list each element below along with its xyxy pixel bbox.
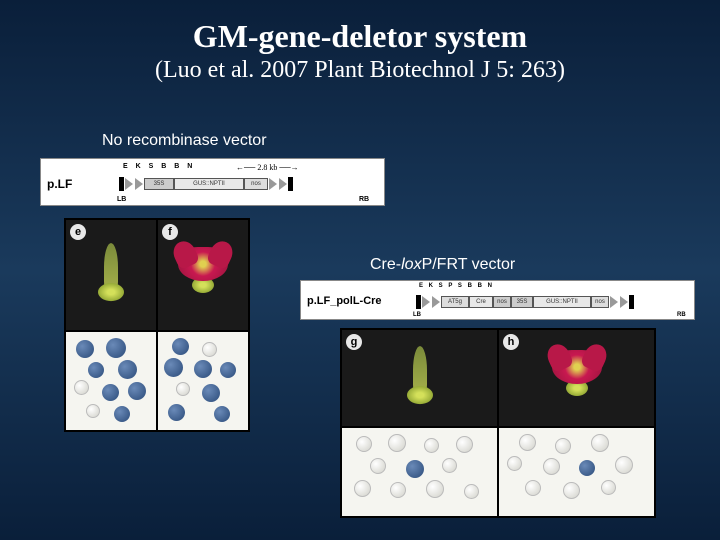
pollen-grain-icon xyxy=(102,384,119,401)
label-no-recombinase: No recombinase vector xyxy=(102,132,267,150)
pollen-grain-icon xyxy=(591,434,609,452)
pollen-grain-icon xyxy=(543,458,560,475)
photo-panel-right: g h xyxy=(340,328,656,518)
pollen-grain-icon xyxy=(194,360,212,378)
pollen-grain-icon xyxy=(88,362,104,378)
seg-gus: GUS::NPTII xyxy=(533,296,591,308)
pollen-grain-icon xyxy=(356,436,372,452)
photo-h-flower: h xyxy=(499,330,654,426)
seg-nos: nos xyxy=(244,178,268,190)
right-border-icon xyxy=(629,295,634,309)
pollen-grain-icon xyxy=(128,382,146,400)
photo-h-pollen xyxy=(499,428,654,516)
seg-35s: 35S xyxy=(144,178,174,190)
pollen-grain-icon xyxy=(507,456,522,471)
pollen-grain-icon xyxy=(442,458,457,473)
pollen-grain-icon xyxy=(168,404,185,421)
construct-2: AT5g Cre nos 35S GUS::NPTII nos xyxy=(416,295,686,309)
photo-f-pollen xyxy=(158,332,248,430)
pollen-grain-icon xyxy=(74,380,89,395)
lox-site-icon xyxy=(269,178,277,190)
cre-italic: lox xyxy=(401,256,421,273)
flower-bud-icon xyxy=(407,346,433,404)
panel-letter-h: h xyxy=(503,334,519,350)
vector-diagram-plf: p.LF E K S B B N ←── 2.8 kb ──→ 35S GUS:… xyxy=(40,158,385,206)
seg-at5g: AT5g xyxy=(441,296,469,308)
vector1-size: ←── 2.8 kb ──→ xyxy=(236,163,299,172)
pollen-grain-icon xyxy=(86,404,100,418)
pollen-grain-icon xyxy=(424,438,439,453)
pollen-grain-icon xyxy=(354,480,371,497)
pollen-grain-icon xyxy=(555,438,571,454)
pollen-grain-icon xyxy=(406,460,424,478)
cre-suffix: P/FRT vector xyxy=(422,256,516,273)
flower-bud-icon xyxy=(98,243,124,301)
panel-letter-f: f xyxy=(162,224,178,240)
right-border-icon xyxy=(288,177,293,191)
photo-panel-left: e f xyxy=(64,218,250,432)
pollen-grain-icon xyxy=(172,338,189,355)
pollen-grain-icon xyxy=(563,482,580,499)
lox-site-icon xyxy=(620,296,628,308)
pollen-grain-icon xyxy=(176,382,190,396)
cre-prefix: Cre- xyxy=(370,256,401,273)
left-border-icon xyxy=(416,295,421,309)
vector-name-plf: p.LF xyxy=(47,177,72,191)
seg-nos2: nos xyxy=(591,296,609,308)
lox-site-icon xyxy=(279,178,287,190)
label-cre-vector: Cre-loxP/FRT vector xyxy=(370,256,515,274)
pollen-grain-icon xyxy=(118,360,137,379)
open-flower-icon xyxy=(552,350,602,396)
lox-site-icon xyxy=(610,296,618,308)
photo-g-bud: g xyxy=(342,330,497,426)
seg-cre: Cre xyxy=(469,296,493,308)
rb-label-2: RB xyxy=(677,312,686,318)
pollen-grain-icon xyxy=(114,406,130,422)
pollen-grain-icon xyxy=(202,342,217,357)
vector2-top-letters: E K S P S B B N xyxy=(419,283,494,289)
seg-nos1: nos xyxy=(493,296,511,308)
pollen-grain-icon xyxy=(456,436,473,453)
pollen-grain-icon xyxy=(388,434,406,452)
lb-label: LB xyxy=(117,196,126,203)
photo-f-flower: f xyxy=(158,220,248,330)
lox-site-icon xyxy=(135,178,143,190)
lox-site-icon xyxy=(125,178,133,190)
slide-title: GM-gene-deletor system xyxy=(0,0,720,55)
pollen-grain-icon xyxy=(464,484,479,499)
pollen-grain-icon xyxy=(202,384,220,402)
photo-g-pollen xyxy=(342,428,497,516)
pollen-grain-icon xyxy=(519,434,536,451)
vector-name-plf-cre: p.LF_polL-Cre xyxy=(307,295,382,307)
pollen-grain-icon xyxy=(525,480,541,496)
pollen-grain-icon xyxy=(579,460,595,476)
pollen-grain-icon xyxy=(76,340,94,358)
pollen-grain-icon xyxy=(601,480,616,495)
rb-label: RB xyxy=(359,196,369,203)
panel-letter-g: g xyxy=(346,334,362,350)
pollen-grain-icon xyxy=(164,358,183,377)
vector-diagram-plf-cre: p.LF_polL-Cre E K S P S B B N AT5g Cre n… xyxy=(300,280,695,320)
panel-letter-e: e xyxy=(70,224,86,240)
lb-label-2: LB xyxy=(413,312,421,318)
photo-e-bud: e xyxy=(66,220,156,330)
pollen-grain-icon xyxy=(370,458,386,474)
left-border-icon xyxy=(119,177,124,191)
construct-1: 35S GUS::NPTII nos xyxy=(119,177,374,191)
open-flower-icon xyxy=(178,247,228,293)
vector1-top-letters: E K S B B N xyxy=(123,163,195,170)
seg-gus: GUS::NPTII xyxy=(174,178,244,190)
lox-site-icon xyxy=(422,296,430,308)
lox-site-icon xyxy=(432,296,440,308)
pollen-grain-icon xyxy=(390,482,406,498)
pollen-grain-icon xyxy=(220,362,236,378)
pollen-grain-icon xyxy=(426,480,444,498)
slide-subtitle: (Luo et al. 2007 Plant Biotechnol J 5: 2… xyxy=(0,55,720,84)
photo-e-pollen xyxy=(66,332,156,430)
pollen-grain-icon xyxy=(106,338,126,358)
pollen-grain-icon xyxy=(214,406,230,422)
pollen-grain-icon xyxy=(615,456,633,474)
seg-35s: 35S xyxy=(511,296,533,308)
